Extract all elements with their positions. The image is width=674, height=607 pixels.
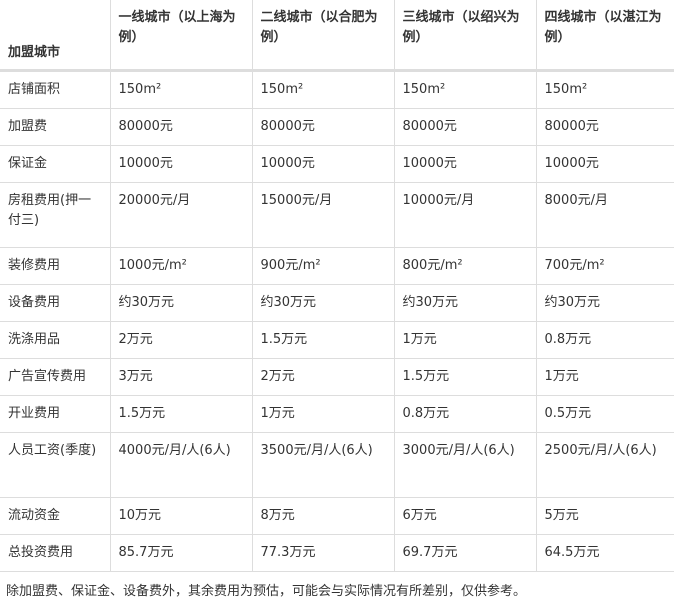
table-cell: 85.7万元 bbox=[109, 534, 253, 572]
table-cell: 0.8万元 bbox=[393, 395, 537, 433]
row-label: 保证金 bbox=[0, 145, 111, 183]
table-cell: 80000元 bbox=[535, 108, 674, 146]
table-row: 加盟费 80000元 80000元 80000元 80000元 bbox=[0, 108, 674, 146]
table-cell: 1.5万元 bbox=[393, 358, 537, 396]
table-cell: 2万元 bbox=[109, 321, 253, 359]
table-row: 洗涤用品 2万元 1.5万元 1万元 0.8万元 bbox=[0, 321, 674, 359]
table-cell: 2500元/月/人(6人) bbox=[535, 432, 674, 498]
table-cell: 10000元 bbox=[535, 145, 674, 183]
table-cell: 3500元/月/人(6人) bbox=[251, 432, 395, 498]
table-cell: 1万元 bbox=[251, 395, 395, 433]
table-cell: 20000元/月 bbox=[109, 182, 253, 248]
table-cell: 1000元/m² bbox=[109, 247, 253, 285]
table-cell: 4000元/月/人(6人) bbox=[109, 432, 253, 498]
table-row: 总投资费用 85.7万元 77.3万元 69.7万元 64.5万元 bbox=[0, 534, 674, 572]
table-cell: 约30万元 bbox=[109, 284, 253, 322]
table-cell: 0.5万元 bbox=[535, 395, 674, 433]
row-label: 装修费用 bbox=[0, 247, 111, 285]
table-cell: 5万元 bbox=[535, 497, 674, 535]
row-label: 广告宣传费用 bbox=[0, 358, 111, 396]
table-cell: 80000元 bbox=[109, 108, 253, 146]
table-cell: 800元/m² bbox=[393, 247, 537, 285]
table-cell: 约30万元 bbox=[535, 284, 674, 322]
column-header: 二线城市（以合肥为例） bbox=[251, 0, 395, 72]
table-cell: 150m² bbox=[393, 70, 537, 109]
table-row: 开业费用 1.5万元 1万元 0.8万元 0.5万元 bbox=[0, 395, 674, 433]
table-cell: 0.8万元 bbox=[535, 321, 674, 359]
table-cell: 10000元 bbox=[251, 145, 395, 183]
table-row: 房租费用(押一付三) 20000元/月 15000元/月 10000元/月 8000元/… bbox=[0, 182, 674, 248]
table-cell: 69.7万元 bbox=[393, 534, 537, 572]
table-cell: 1.5万元 bbox=[109, 395, 253, 433]
table-row: 流动资金 10万元 8万元 6万元 5万元 bbox=[0, 497, 674, 535]
table-cell: 1.5万元 bbox=[251, 321, 395, 359]
row-label: 加盟费 bbox=[0, 108, 111, 146]
franchise-cost-table: 加盟城市 一线城市（以上海为例） 二线城市（以合肥为例） 三线城市（以绍兴为例） 四线城… bbox=[0, 0, 674, 572]
column-header: 一线城市（以上海为例） bbox=[109, 0, 253, 72]
table-cell: 10000元 bbox=[393, 145, 537, 183]
table-cell: 3万元 bbox=[109, 358, 253, 396]
table-cell: 10000元 bbox=[109, 145, 253, 183]
footnote: 除加盟费、保证金、设备费外，其余费用为预估，可能会与实际情况有所差别，仅供参考。 bbox=[6, 584, 527, 599]
row-label: 流动资金 bbox=[0, 497, 111, 535]
column-header: 三线城市（以绍兴为例） bbox=[393, 0, 537, 72]
table-cell: 77.3万元 bbox=[251, 534, 395, 572]
row-label: 房租费用(押一付三) bbox=[0, 182, 111, 248]
header-row: 加盟城市 一线城市（以上海为例） 二线城市（以合肥为例） 三线城市（以绍兴为例） 四线城… bbox=[0, 0, 674, 72]
table-cell: 150m² bbox=[535, 70, 674, 109]
table-cell: 2万元 bbox=[251, 358, 395, 396]
table-cell: 900元/m² bbox=[251, 247, 395, 285]
table-cell: 约30万元 bbox=[393, 284, 537, 322]
table-row: 店铺面积 150m² 150m² 150m² 150m² bbox=[0, 70, 674, 109]
table-row: 广告宣传费用 3万元 2万元 1.5万元 1万元 bbox=[0, 358, 674, 396]
column-header: 四线城市（以湛江为例） bbox=[535, 0, 674, 72]
table-cell: 80000元 bbox=[393, 108, 537, 146]
table-cell: 700元/m² bbox=[535, 247, 674, 285]
row-label: 店铺面积 bbox=[0, 70, 111, 109]
table-cell: 3000元/月/人(6人) bbox=[393, 432, 537, 498]
table-cell: 10万元 bbox=[109, 497, 253, 535]
table-cell: 150m² bbox=[251, 70, 395, 109]
row-label: 设备费用 bbox=[0, 284, 111, 322]
table-cell: 10000元/月 bbox=[393, 182, 537, 248]
table-cell: 1万元 bbox=[535, 358, 674, 396]
table-row: 装修费用 1000元/m² 900元/m² 800元/m² 700元/m² bbox=[0, 247, 674, 285]
table-row: 设备费用 约30万元 约30万元 约30万元 约30万元 bbox=[0, 284, 674, 322]
table-cell: 150m² bbox=[109, 70, 253, 109]
row-label: 人员工资(季度) bbox=[0, 432, 111, 498]
row-label: 总投资费用 bbox=[0, 534, 111, 572]
column-header: 加盟城市 bbox=[0, 0, 111, 72]
table-row: 保证金 10000元 10000元 10000元 10000元 bbox=[0, 145, 674, 183]
table-cell: 64.5万元 bbox=[535, 534, 674, 572]
row-label: 洗涤用品 bbox=[0, 321, 111, 359]
table-cell: 约30万元 bbox=[251, 284, 395, 322]
table-cell: 15000元/月 bbox=[251, 182, 395, 248]
table-cell: 6万元 bbox=[393, 497, 537, 535]
row-label: 开业费用 bbox=[0, 395, 111, 433]
table-cell: 1万元 bbox=[393, 321, 537, 359]
table-cell: 8万元 bbox=[251, 497, 395, 535]
table-cell: 80000元 bbox=[251, 108, 395, 146]
table-cell: 8000元/月 bbox=[535, 182, 674, 248]
table-row: 人员工资(季度) 4000元/月/人(6人) 3500元/月/人(6人) 3000元/… bbox=[0, 432, 674, 498]
